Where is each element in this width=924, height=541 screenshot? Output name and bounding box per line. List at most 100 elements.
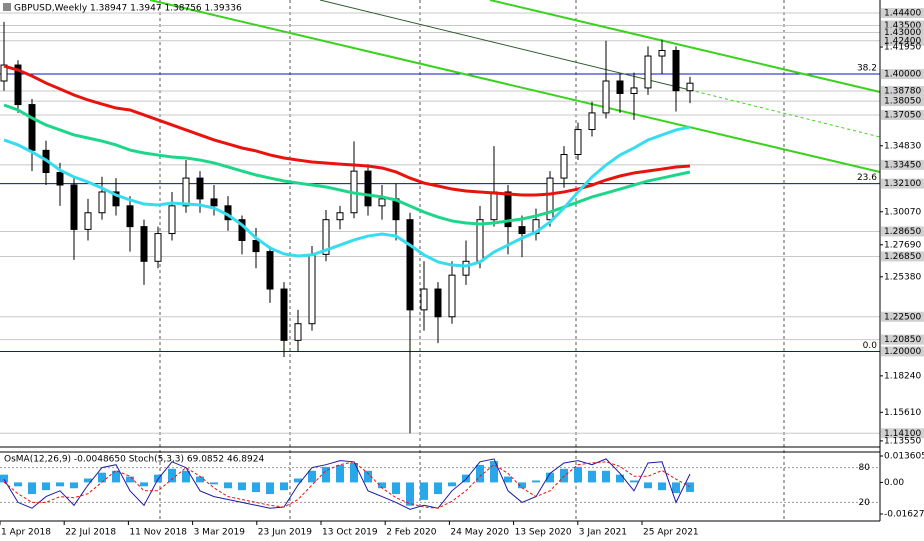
candle-body — [602, 80, 610, 114]
stoch-tick-label: 20 — [859, 498, 871, 508]
ma-line — [3, 64, 691, 197]
symbol-icon — [3, 3, 11, 11]
candle-body — [56, 172, 64, 186]
stoch-signal — [3, 461, 691, 509]
osma-bar — [0, 474, 8, 483]
level-label-box — [881, 8, 924, 19]
osma-bar — [518, 482, 526, 489]
osma-bar — [252, 482, 260, 493]
y-tick-label: 1.27690 — [884, 240, 921, 250]
osma-bar — [294, 478, 302, 483]
candle-body — [126, 205, 134, 228]
level-label-box — [881, 20, 924, 31]
trend-line — [319, 0, 691, 91]
level-label: 1.14100 — [884, 429, 921, 439]
ind-tick-label: 0.013605 — [884, 452, 924, 462]
candle-body — [168, 205, 176, 235]
candle-body — [252, 239, 260, 253]
osma-bar — [196, 476, 204, 483]
osma-bar — [84, 478, 92, 483]
osma-bar — [532, 480, 540, 483]
osma-bar — [504, 476, 512, 483]
osma-bar — [546, 472, 554, 483]
level-label-box — [881, 346, 924, 357]
x-tick-label: 1 Apr 2018 — [1, 528, 51, 538]
level-label-box — [881, 334, 924, 345]
stoch-tick-label: 80 — [859, 463, 871, 473]
candle-body — [448, 274, 456, 318]
level-label: 1.26850 — [884, 252, 921, 262]
candle-body — [308, 253, 316, 325]
candle-body — [518, 226, 526, 235]
osma-bar — [644, 482, 652, 489]
osma-bar — [182, 470, 190, 483]
osma-bar — [336, 464, 344, 483]
candle-body — [616, 80, 624, 94]
x-tick-label: 25 Apr 2021 — [643, 528, 699, 538]
osma-bar — [238, 482, 246, 491]
y-tick-label: 1.18240 — [884, 371, 921, 381]
level-label: 1.37050 — [884, 110, 921, 120]
osma-bar — [56, 482, 64, 487]
channel-line — [489, 0, 881, 93]
x-tick-label: 13 Sep 2020 — [515, 528, 572, 538]
candle-body — [70, 184, 78, 230]
osma-bar — [350, 462, 358, 483]
y-tick-label: 1.34830 — [884, 141, 921, 151]
level-label-box — [881, 69, 924, 80]
candle-body — [98, 191, 106, 214]
osma-bar — [574, 466, 582, 483]
osma-bar — [308, 470, 316, 483]
level-label-box — [881, 251, 924, 262]
osma-bar — [280, 482, 288, 491]
plot — [0, 21, 880, 510]
candle-body — [0, 64, 8, 82]
osma-bar — [448, 482, 456, 487]
level-label: 1.33450 — [884, 160, 921, 170]
osma-bar — [70, 482, 78, 489]
fib-label: 38.2 — [857, 64, 877, 74]
level-label: 1.32100 — [884, 179, 921, 189]
level-label: 1.38050 — [884, 97, 921, 107]
level-label: 1.38780 — [884, 86, 921, 96]
osma-bar — [602, 470, 610, 483]
ma-line — [3, 125, 691, 268]
level-label: 1.28650 — [884, 227, 921, 237]
y-tick-label: 1.13550 — [884, 436, 921, 446]
osma-bar — [98, 472, 106, 483]
osma-bar — [266, 482, 274, 495]
candle-body — [140, 226, 148, 262]
level-label-box — [881, 226, 924, 237]
ma-line — [3, 103, 691, 226]
x-tick-label: 3 Mar 2019 — [194, 528, 246, 538]
candle-body — [490, 191, 498, 221]
osma-bar — [140, 482, 148, 487]
level-label: 1.44400 — [884, 9, 921, 19]
candle-body — [588, 112, 596, 131]
level-label-box — [881, 85, 924, 96]
level-label: 1.43000 — [884, 28, 921, 38]
x-tick-label: 13 Oct 2019 — [322, 528, 378, 538]
osma-bar — [378, 482, 386, 489]
candle-body — [630, 87, 638, 94]
osma-bar — [490, 461, 498, 483]
osma-bar — [686, 482, 694, 492]
candle-body — [14, 64, 22, 106]
candle-body — [294, 323, 302, 341]
candle-body — [280, 288, 288, 341]
candle-body — [644, 55, 652, 89]
osma-bar — [560, 468, 568, 483]
y-tick-label: 1.30070 — [884, 207, 921, 217]
candle-body — [154, 233, 162, 262]
osma-bar — [112, 470, 120, 483]
trend-lines — [149, 0, 881, 173]
trend-line-ext — [689, 89, 881, 138]
osma-bar — [210, 482, 218, 485]
chart-title: GBPUSD,Weekly 1.38947 1.3947 1.38756 1.3… — [14, 4, 242, 14]
osma-bar — [28, 482, 36, 495]
candle-body — [406, 219, 414, 311]
candle-body — [686, 82, 694, 92]
candle-body — [560, 154, 568, 179]
